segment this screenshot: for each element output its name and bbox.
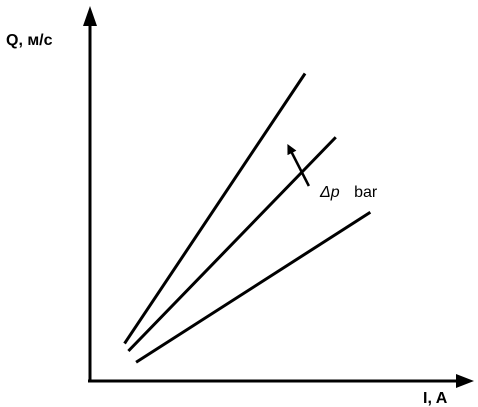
x-axis-arrowhead [456,374,474,388]
delta-p-annotation: Δp bar [287,144,378,201]
series-line-1 [123,72,307,345]
delta-p-arrow [287,144,310,187]
delta-p-unit: bar [354,184,378,201]
y-axis-label: Q, м/с [6,32,53,49]
series-line-2 [127,136,337,353]
delta-p-label: Δp bar [319,184,378,201]
series-group [123,72,372,364]
y-axis-arrowhead [83,6,97,26]
x-axis-label: I, A [423,390,448,407]
x-axis [88,374,474,388]
series-line-3 [135,210,372,364]
delta-p-symbol: Δp [319,184,340,201]
y-axis [83,6,97,381]
